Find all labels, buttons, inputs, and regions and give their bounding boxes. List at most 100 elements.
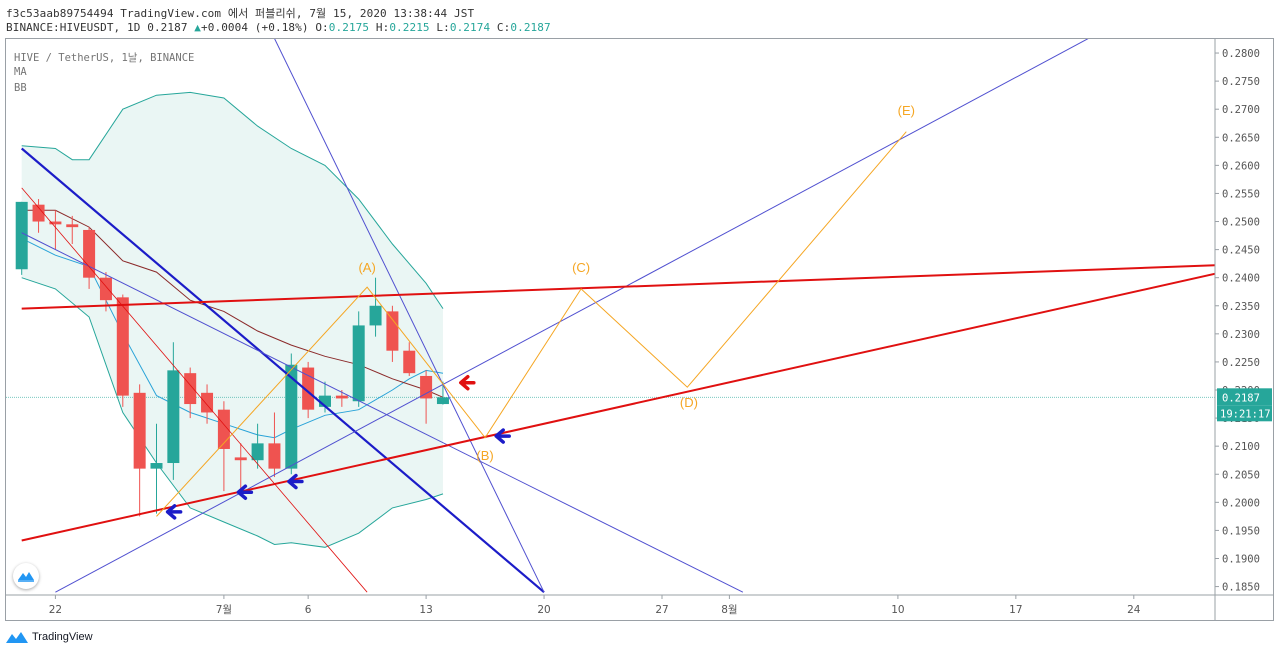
candle-body: [369, 305, 382, 326]
trend-line-falling-blue-thick: [20, 147, 545, 594]
trend-line-red-support: [21, 272, 1215, 542]
high-label: H:: [375, 21, 390, 34]
y-tick-label: 0.2300: [1222, 329, 1260, 341]
low-value: 0.2174: [449, 21, 491, 34]
up-triangle-icon: ▲: [194, 21, 202, 34]
y-tick-label: 0.2450: [1222, 245, 1260, 257]
y-tick-label: 0.2050: [1222, 469, 1260, 481]
x-tick-label: 8월: [721, 604, 737, 616]
tradingview-badge-icon[interactable]: [13, 563, 39, 589]
candle-body: [15, 201, 28, 270]
candle-body: [116, 297, 129, 396]
candle-body: [403, 350, 416, 374]
y-tick-label: 0.2350: [1222, 301, 1260, 313]
last-price-tag: [1217, 388, 1272, 406]
symbol-ohlc-header: BINANCE:HIVEUSDT, 1D 0.2187 ▲+0.0004 (+0…: [6, 21, 551, 34]
y-tick-label: 0.2600: [1222, 160, 1260, 172]
candle-body: [234, 457, 247, 461]
candle-body: [285, 364, 298, 469]
candle-body: [436, 397, 449, 405]
arrow-head: [165, 504, 177, 520]
price-change: +0.0004 (+0.18%): [201, 21, 309, 34]
arrow-left-icon: [287, 473, 304, 490]
countdown-tag: [1217, 405, 1272, 422]
wave-label: (E): [898, 103, 915, 118]
candle-body: [201, 392, 214, 413]
x-tick-label: 22: [49, 604, 62, 616]
candle-body: [335, 395, 348, 399]
arrow-head: [287, 473, 298, 490]
high-value: 0.2215: [389, 21, 430, 34]
trend-line-red-resistance: [21, 264, 1215, 310]
bb-lower-band: [21, 277, 444, 548]
arrow-head: [494, 428, 505, 444]
arrow-head: [459, 374, 470, 391]
chart-frame[interactable]: [5, 38, 1274, 621]
y-tick-label: 0.2400: [1222, 273, 1260, 285]
candle-body: [420, 375, 433, 399]
trend-line-falling-red-thin: [21, 187, 368, 593]
candle-body: [251, 443, 264, 461]
y-tick-label: 0.2250: [1222, 357, 1260, 369]
candle-body: [83, 229, 96, 278]
low-label: L:: [436, 21, 450, 34]
candle-body: [352, 325, 365, 402]
x-tick-label: 17: [1009, 604, 1022, 616]
x-tick-label: 10: [891, 604, 904, 616]
candle-body: [386, 311, 399, 351]
y-tick-label: 0.2750: [1222, 76, 1260, 88]
candle-body: [302, 367, 315, 410]
wave-label: (D): [680, 395, 698, 410]
y-tick-label: 0.2500: [1222, 217, 1260, 229]
footer-brand[interactable]: TradingView: [6, 631, 93, 643]
tradingview-logo-icon: [6, 632, 28, 643]
x-tick-label: 20: [537, 604, 550, 616]
x-tick-label: 24: [1127, 604, 1141, 616]
open-value: 0.2175: [328, 21, 370, 34]
y-tick-label: 0.1950: [1222, 525, 1260, 537]
bb-upper-band: [21, 91, 444, 309]
publish-info: f3c53aab89754494 TradingView.com 에서 퍼블리쉬…: [6, 7, 475, 20]
arrow-head: [236, 484, 248, 500]
publish-header: f3c53aab89754494 TradingView.com 에서 퍼블리쉬…: [6, 5, 474, 21]
last-price: 0.2187: [147, 21, 188, 34]
trend-line-falling-thin-2: [21, 232, 744, 593]
legend-bb[interactable]: BB: [14, 82, 27, 94]
candle-body: [66, 224, 79, 228]
last-price-tag-label: 0.2187: [1222, 392, 1260, 404]
arrow-left-icon: [165, 504, 183, 520]
candle-body: [32, 204, 45, 222]
symbol-name: BINANCE:HIVEUSDT,: [6, 21, 121, 34]
arrow-left-icon: [459, 374, 476, 391]
wave-label: (C): [572, 260, 590, 275]
x-tick-label: 6: [305, 604, 312, 616]
candle-body: [167, 370, 180, 464]
y-tick-label: 0.2550: [1222, 188, 1260, 200]
y-tick-label: 0.1850: [1222, 582, 1260, 594]
x-tick-label: 7월: [216, 604, 232, 616]
candle-body: [319, 395, 331, 407]
candle-body: [268, 443, 281, 469]
y-tick-label: 0.2100: [1222, 441, 1260, 453]
bb-fill: [21, 92, 443, 548]
x-tick-label: 13: [419, 604, 432, 616]
candle-body: [133, 392, 146, 469]
candle-body: [184, 373, 197, 405]
legend-title: HIVE / TetherUS, 1날, BINANCE: [14, 52, 195, 64]
y-tick-label: 0.2800: [1222, 48, 1260, 60]
wave-label: (B): [476, 448, 493, 463]
footer-brand-text: TradingView: [32, 631, 93, 643]
trend-line-rising-thin-channel: [55, 39, 1089, 593]
legend-ma[interactable]: MA: [14, 66, 27, 78]
countdown-label: 19:21:17: [1220, 408, 1271, 420]
arrow-left-icon: [494, 428, 511, 444]
wave-label: (A): [358, 260, 375, 275]
open-label: O:: [315, 21, 329, 34]
y-tick-label: 0.2700: [1222, 104, 1260, 116]
arrow-left-icon: [236, 484, 254, 500]
wave-path: [156, 131, 907, 517]
close-value: 0.2187: [510, 21, 551, 34]
plot-area: (A) (B) (C) (D) (E): [6, 39, 1215, 594]
timeframe: 1D: [127, 21, 141, 34]
